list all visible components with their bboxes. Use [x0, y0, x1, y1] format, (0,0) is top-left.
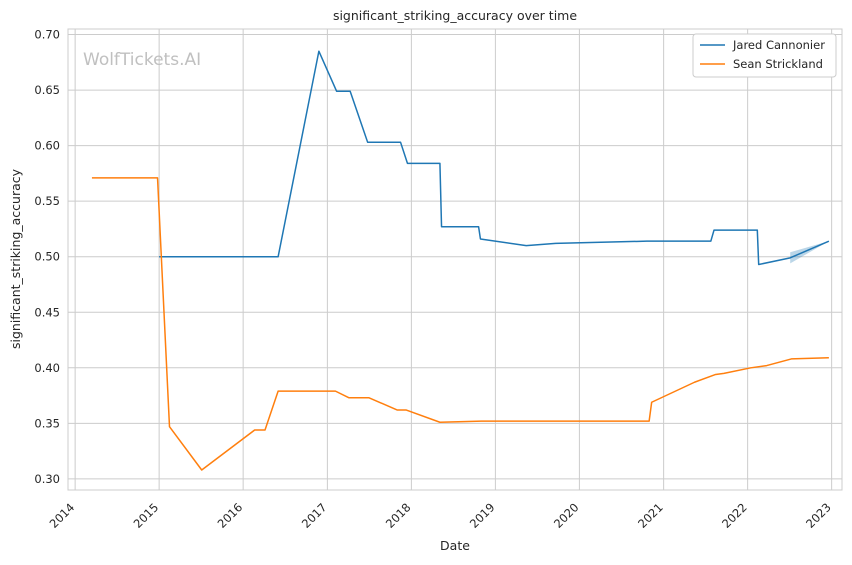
y-tick-label: 0.55 — [34, 194, 60, 208]
plot-frame — [67, 28, 843, 491]
x-axis-ticks: 2014 2015 2016 2017 2018 2019 2020 2021 2022 2023 — [47, 500, 834, 531]
y-tick-label: 0.50 — [34, 250, 60, 264]
x-tick-label: 2014 — [47, 500, 78, 531]
chart-title: significant_striking_accuracy over time — [333, 8, 577, 23]
y-tick-label: 0.30 — [34, 472, 60, 486]
series-lines — [91, 50, 830, 471]
y-tick-label: 0.60 — [34, 139, 60, 153]
series-line-jared-cannonier — [159, 50, 830, 266]
x-tick-label: 2020 — [551, 500, 582, 531]
y-tick-label: 0.65 — [34, 83, 60, 97]
x-tick-label: 2019 — [467, 500, 498, 531]
y-axis-ticks: 0.30 0.35 0.40 0.45 0.50 0.55 0.60 0.65 0.70 — [34, 28, 60, 486]
legend-label-sean-strickland: Sean Strickland — [733, 57, 823, 71]
x-tick-label: 2022 — [719, 500, 750, 531]
y-tick-label: 0.35 — [34, 416, 60, 430]
legend-box — [692, 33, 837, 78]
x-axis-label: Date — [440, 538, 470, 553]
x-tick-label: 2017 — [299, 500, 330, 531]
watermark: WolfTickets.AI — [83, 50, 201, 70]
y-tick-label: 0.40 — [34, 361, 60, 375]
x-tick-label: 2016 — [215, 500, 246, 531]
x-tick-label: 2021 — [635, 500, 666, 531]
x-tick-label: 2015 — [131, 500, 162, 531]
x-tick-label: 2023 — [803, 500, 834, 531]
confidence-bands — [790, 241, 829, 264]
y-axis-label: significant_striking_accuracy — [8, 168, 23, 349]
legend: Jared Cannonier Sean Strickland — [692, 33, 837, 78]
y-tick-label: 0.70 — [34, 28, 60, 42]
x-tick-label: 2018 — [383, 500, 414, 531]
series-line-sean-strickland — [91, 177, 829, 471]
legend-label-jared-cannonier: Jared Cannonier — [732, 38, 825, 52]
grid — [68, 29, 842, 490]
y-tick-label: 0.45 — [34, 305, 60, 319]
confidence-band-jared-cannonier — [790, 241, 829, 264]
